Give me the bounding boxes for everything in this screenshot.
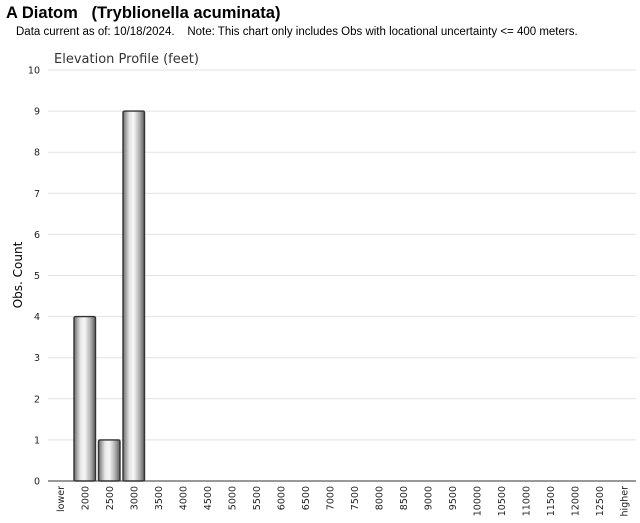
y-tick-label: 8 xyxy=(34,148,40,159)
x-tick-label: 5000 xyxy=(227,486,238,510)
x-tick-label: 8500 xyxy=(399,486,410,510)
bar-3000 xyxy=(122,110,146,482)
x-tick-label: 8000 xyxy=(374,486,385,510)
x-tick-label: 7500 xyxy=(350,486,361,510)
x-tick-label: lower xyxy=(56,486,67,512)
bar-2500 xyxy=(97,439,121,482)
y-tick-label: 10 xyxy=(28,66,40,77)
x-tick-label: 10500 xyxy=(497,486,508,516)
y-tick-label: 4 xyxy=(34,312,40,323)
x-tick-label: 3500 xyxy=(154,486,165,510)
y-tick-label: 7 xyxy=(34,189,40,200)
gridlines xyxy=(48,69,636,441)
x-tick-label: 2500 xyxy=(105,486,116,510)
x-tick-label: 6500 xyxy=(301,486,312,510)
y-tick-label: 6 xyxy=(34,230,40,241)
x-tick-label: 5500 xyxy=(252,486,263,510)
chart-title: Elevation Profile (feet) xyxy=(54,52,199,67)
x-tick-label: 9000 xyxy=(423,486,434,510)
y-tick-label: 2 xyxy=(34,394,40,405)
x-tick-label: 12500 xyxy=(595,486,606,516)
x-tick-label: 12000 xyxy=(570,486,581,516)
x-tick-label: 11500 xyxy=(546,486,557,516)
y-axis-label: Obs. Count xyxy=(11,241,25,308)
x-tick-label: 9500 xyxy=(448,486,459,510)
page-title: A Diatom (Tryblionella acuminata) xyxy=(6,4,281,22)
x-tick-label: 2000 xyxy=(80,486,91,510)
x-tick-label: higher xyxy=(619,486,630,517)
bars xyxy=(73,110,146,482)
bar-2000 xyxy=(73,315,97,482)
x-tick-label: 10000 xyxy=(472,486,483,516)
x-tick-label: 7000 xyxy=(325,486,336,510)
x-tick-label: 6000 xyxy=(276,486,287,510)
x-tick-label: 11000 xyxy=(521,486,532,516)
x-tick-label: 3000 xyxy=(129,486,140,510)
y-tick-label: 0 xyxy=(34,477,40,488)
x-tick-label: 4500 xyxy=(203,486,214,510)
y-tick-labels: 0 1 2 3 4 5 6 7 8 9 10 xyxy=(28,66,40,488)
data-note: Data current as of: 10/18/2024. Note: Th… xyxy=(16,26,578,38)
x-tick-labels: lower 2000 2500 3000 3500 4000 4500 5000 5500 600… xyxy=(56,486,631,517)
y-tick-label: 1 xyxy=(34,435,40,446)
y-tick-label: 9 xyxy=(34,107,40,118)
x-tick-label: 4000 xyxy=(178,486,189,510)
y-tick-label: 5 xyxy=(34,271,40,282)
y-tick-label: 3 xyxy=(34,353,40,364)
